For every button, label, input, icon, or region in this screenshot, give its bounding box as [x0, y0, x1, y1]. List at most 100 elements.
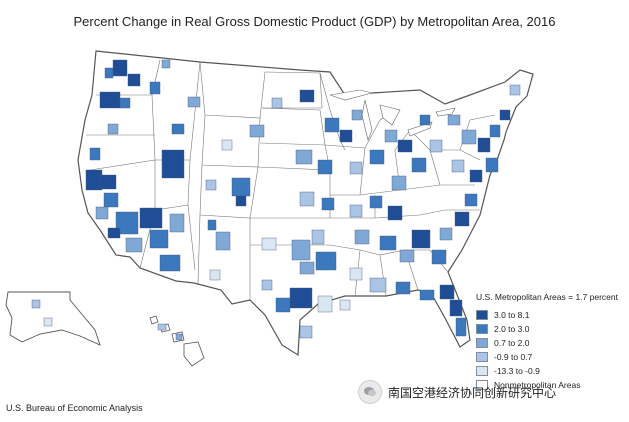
metro-area	[43, 317, 53, 327]
legend-header: U.S. Metropolitan Areas = 1.7 percent	[476, 292, 618, 302]
metro-area	[464, 193, 478, 207]
metro-area	[249, 124, 265, 138]
metro-area	[299, 325, 313, 339]
metro-area	[171, 123, 185, 135]
metro-area	[125, 237, 143, 253]
metro-area	[351, 109, 363, 121]
metro-area	[439, 227, 453, 241]
metro-area	[315, 251, 337, 271]
legend-swatch	[476, 310, 488, 320]
metro-area	[207, 219, 217, 231]
legend-swatch	[476, 366, 488, 376]
metro-area	[339, 299, 351, 311]
metro-area	[369, 195, 383, 209]
legend-label: -0.9 to 0.7	[494, 352, 533, 362]
metro-area	[429, 139, 443, 153]
metro-area	[103, 192, 119, 208]
metro-area	[369, 277, 387, 293]
legend-label: -13.3 to -0.9	[494, 366, 540, 376]
metro-area	[161, 59, 171, 69]
metro-area	[379, 235, 397, 251]
metro-area	[289, 287, 313, 309]
metro-area	[99, 174, 117, 190]
metro-area	[391, 175, 407, 191]
metro-area	[261, 279, 273, 291]
metro-area	[321, 197, 335, 211]
legend-item: Nonmetropolitan Areas	[476, 378, 626, 392]
legend-swatch	[476, 324, 488, 334]
metro-area	[104, 67, 114, 79]
metro-area	[115, 211, 139, 235]
metro-area	[112, 59, 128, 77]
metro-area	[175, 333, 183, 341]
metro-area	[221, 139, 233, 151]
metro-area	[455, 317, 467, 337]
legend: U.S. Metropolitan Areas = 1.7 percent 3.…	[476, 292, 626, 392]
metro-area	[215, 231, 231, 251]
alaska-outline	[5, 291, 101, 346]
metro-area	[349, 161, 363, 175]
metro-area	[447, 114, 461, 126]
metro-area	[411, 157, 427, 173]
legend-item: 0.7 to 2.0	[476, 336, 626, 350]
metro-area	[271, 97, 283, 109]
metro-area	[451, 159, 465, 173]
metro-area	[99, 91, 121, 109]
legend-item: -0.9 to 0.7	[476, 350, 626, 364]
metro-area	[461, 129, 477, 145]
map-title: Percent Change in Real Gross Domestic Pr…	[73, 14, 556, 29]
metro-area	[149, 229, 169, 249]
metro-area	[291, 239, 311, 261]
metro-area	[477, 137, 491, 153]
metro-area	[369, 149, 385, 165]
metro-area	[127, 73, 141, 87]
metro-area	[209, 269, 221, 281]
metro-area	[149, 81, 161, 95]
metro-area	[485, 157, 499, 173]
metro-area	[157, 323, 167, 331]
legend-label: Nonmetropolitan Areas	[494, 380, 581, 390]
metro-area	[161, 149, 185, 179]
source-credit: U.S. Bureau of Economic Analysis	[6, 403, 143, 413]
metro-area	[159, 254, 181, 272]
metro-area	[419, 289, 435, 301]
metro-area	[411, 229, 431, 249]
metro-area	[119, 97, 131, 109]
legend-item: -13.3 to -0.9	[476, 364, 626, 378]
legend-label: 2.0 to 3.0	[494, 324, 530, 334]
metro-area	[469, 169, 483, 183]
metro-area	[354, 229, 370, 245]
metro-area	[299, 191, 315, 207]
metro-area	[31, 299, 41, 309]
metro-area	[107, 123, 119, 135]
wechat-icon	[358, 380, 382, 404]
metro-area	[187, 96, 201, 108]
legend-swatch	[476, 338, 488, 348]
metro-area	[231, 177, 251, 197]
metro-area	[169, 213, 185, 233]
metro-area	[397, 139, 413, 153]
metro-area	[349, 204, 363, 218]
metro-area	[317, 159, 333, 175]
legend-swatch	[476, 380, 488, 390]
metro-area	[499, 109, 511, 121]
metro-area	[419, 114, 431, 126]
metro-area	[339, 129, 353, 143]
metro-area	[324, 117, 340, 133]
metro-area	[299, 89, 315, 103]
metro-area	[439, 284, 455, 300]
metro-area	[449, 299, 463, 317]
metro-area	[454, 211, 470, 227]
metro-area	[89, 147, 101, 161]
hawaii-islands	[149, 315, 205, 367]
great-lakes	[329, 89, 456, 141]
metro-area	[395, 281, 411, 295]
legend-swatch	[476, 352, 488, 362]
metro-area	[311, 229, 325, 245]
metro-area	[399, 249, 415, 263]
metro-area	[107, 227, 121, 239]
metro-area	[85, 169, 103, 191]
watermark: 南国空港经济协同创新研究中心	[358, 380, 556, 404]
metro-area	[509, 84, 521, 96]
